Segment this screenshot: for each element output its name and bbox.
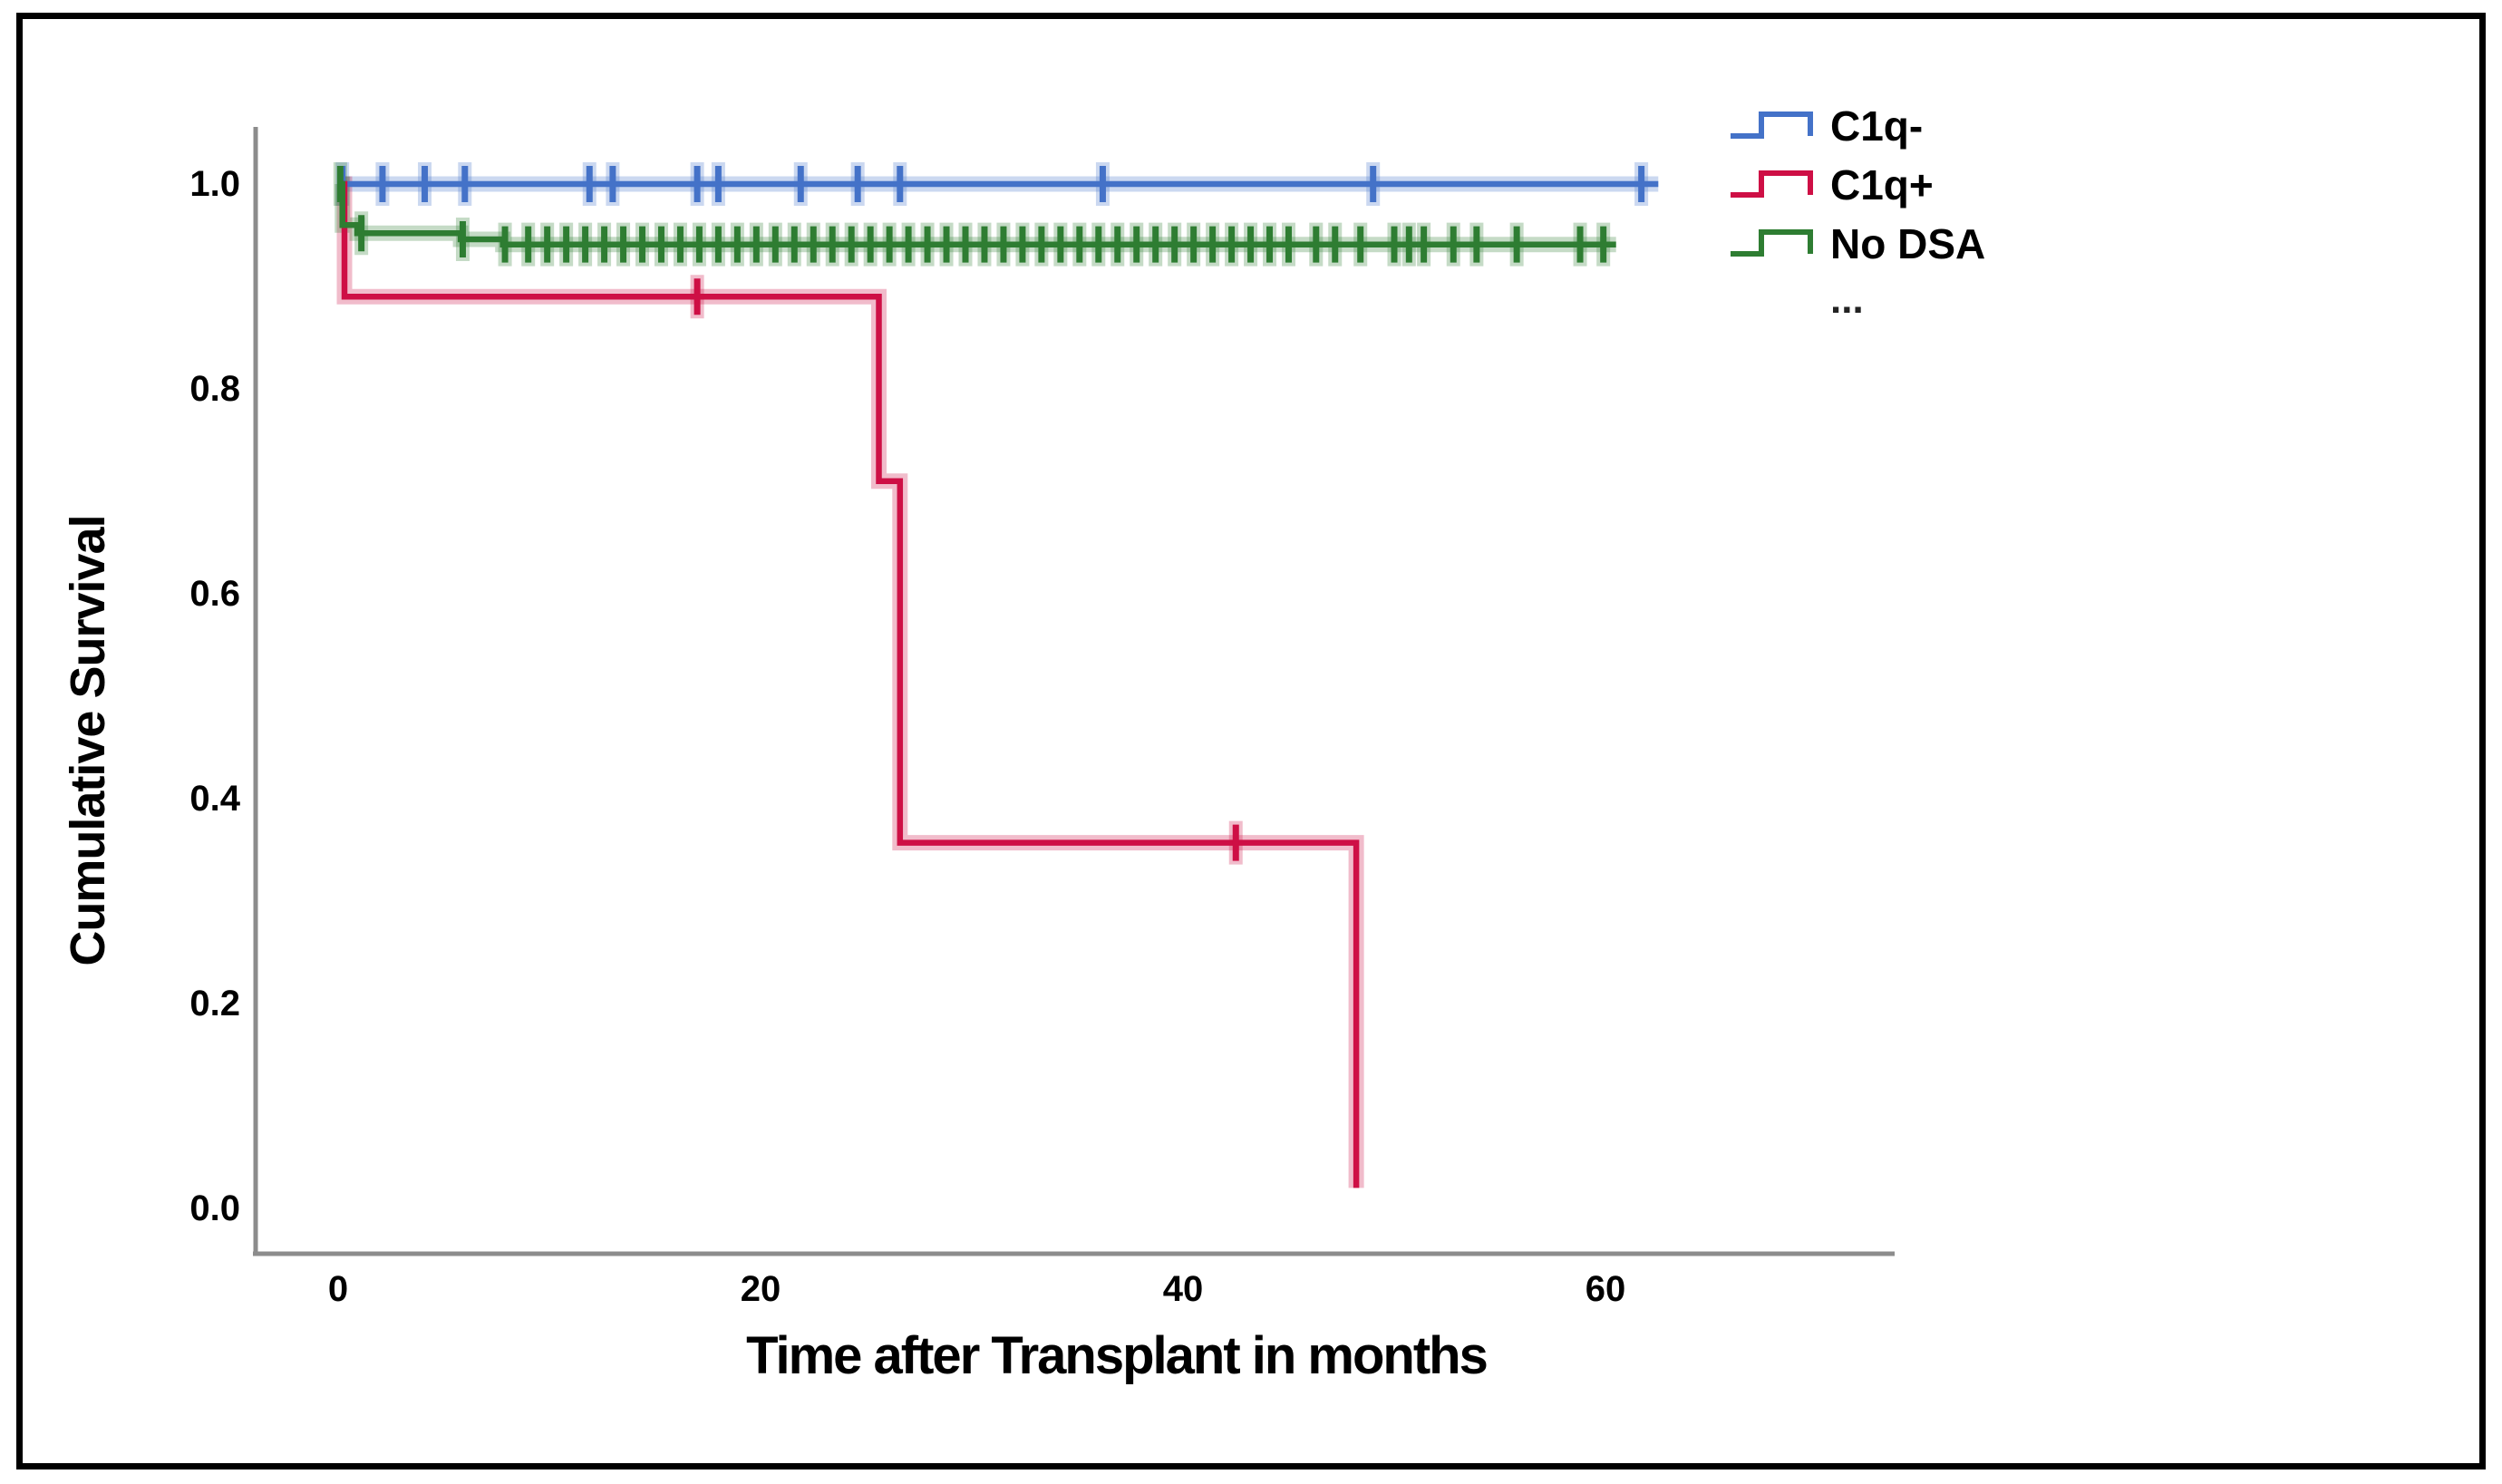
no-dsa-step-line-icon [1731,228,1813,257]
x-axis-title: Time after Transplant in months [746,1326,1489,1385]
y-tick-label: 0.0 [189,1188,240,1228]
y-tick-label: 0.4 [189,779,240,819]
x-tick-label: 60 [1585,1269,1626,1309]
legend-label-no-dsa: No DSA [1830,219,1986,267]
y-tick-label: 0.2 [189,984,240,1023]
legend-item-c1q-pos: C1q+ [1727,155,1985,214]
x-tick-label: 20 [740,1269,781,1309]
legend-label-c1q-pos: C1q+ [1830,160,1934,209]
y-axis-title: Cumulative Survival [61,515,115,966]
legend-item-c1q-neg: C1q- [1727,96,1985,155]
y-tick-label: 1.0 [189,164,240,204]
x-tick-label: 40 [1162,1269,1204,1309]
y-tick-label: 0.6 [189,574,240,614]
legend-label-c1q-neg: C1q- [1830,102,1924,150]
x-tick-label: 0 [327,1269,349,1309]
figure-frame [16,13,2486,1469]
c1q-neg-step-line-icon [1731,111,1813,139]
y-tick-label: 0.8 [189,369,240,409]
legend-item-no-dsa: No DSA [1727,214,1985,273]
legend-ellipsis: ... [1830,277,1864,322]
c1q-pos-step-line-icon [1731,170,1813,198]
legend: C1q- C1q+ No DSA ... [1727,96,1985,327]
